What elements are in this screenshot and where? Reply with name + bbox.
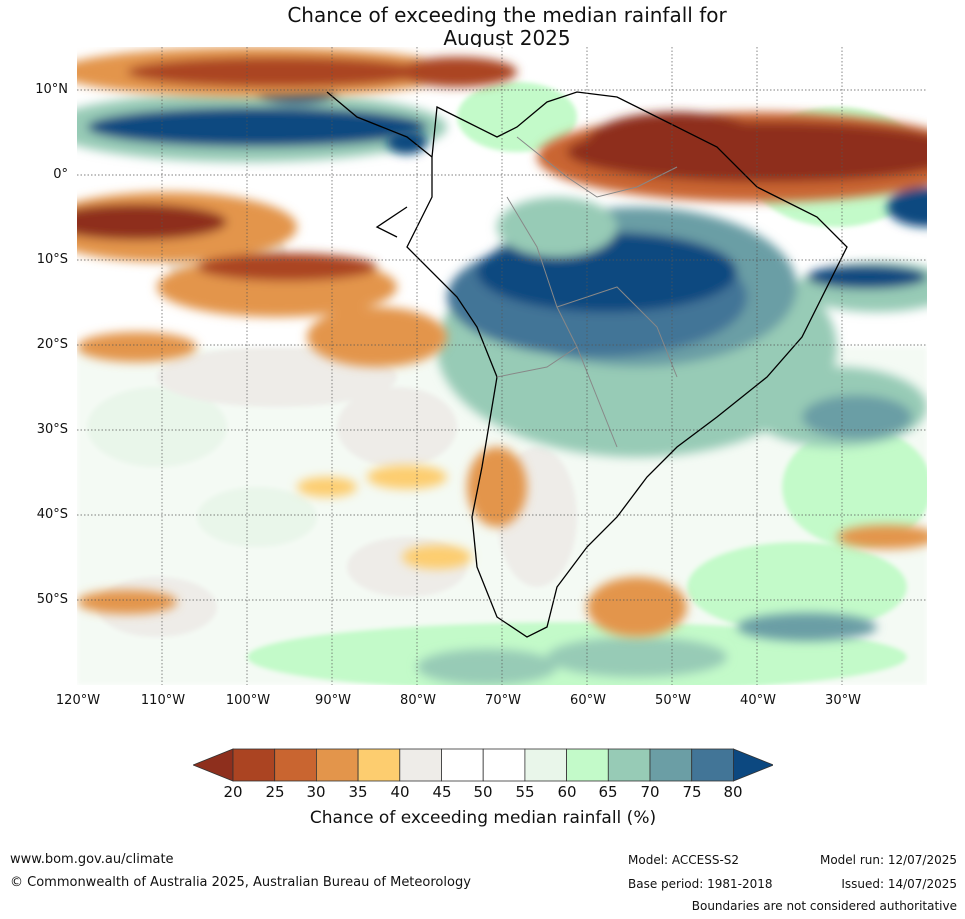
lon-tick-80w: 80°W xyxy=(400,693,436,708)
colorbar-cell xyxy=(649,748,693,782)
colorbar-arrow-high xyxy=(733,748,773,782)
colorbar-label-45: 45 xyxy=(432,783,452,801)
colorbar xyxy=(193,748,773,782)
colorbar-label-30: 30 xyxy=(306,783,326,801)
colorbar-label-80: 80 xyxy=(723,783,743,801)
colorbar-cell xyxy=(482,748,526,782)
colorbar-cell xyxy=(607,748,651,782)
colorbar-label-40: 40 xyxy=(390,783,410,801)
graticule xyxy=(77,47,927,685)
rainfall-field-dry xyxy=(77,47,927,637)
footer-model-run: Model run: 12/07/2025 xyxy=(819,853,957,867)
colorbar-cell xyxy=(524,748,567,782)
colorbar-cell xyxy=(232,748,276,782)
map-title: Chance of exceeding the median rainfall … xyxy=(0,4,965,50)
colorbar-label-75: 75 xyxy=(682,783,702,801)
lat-tick-10s: 10°S xyxy=(36,252,68,267)
colorbar-cell xyxy=(399,748,442,782)
colorbar-cell xyxy=(691,748,734,782)
map-canvas xyxy=(77,47,927,685)
lon-tick-40w: 40°W xyxy=(740,693,776,708)
lat-tick-30s: 30°S xyxy=(36,422,68,437)
colorbar-label-35: 35 xyxy=(348,783,368,801)
colorbar-label-20: 20 xyxy=(223,783,243,801)
colorbar-label-65: 65 xyxy=(598,783,618,801)
lon-tick-100w: 100°W xyxy=(225,693,271,708)
colorbar-label-25: 25 xyxy=(265,783,285,801)
lon-tick-120w: 120°W xyxy=(55,693,101,708)
colorbar-cell xyxy=(441,748,484,782)
colorbar-label-70: 70 xyxy=(640,783,660,801)
lon-tick-60w: 60°W xyxy=(570,693,606,708)
lat-tick-20s: 20°S xyxy=(36,337,68,352)
lon-tick-90w: 90°W xyxy=(315,693,351,708)
footer-copyright: © Commonwealth of Australia 2025, Austra… xyxy=(10,875,471,890)
lat-tick-0: 0° xyxy=(53,167,68,182)
colorbar-arrow-low xyxy=(193,748,234,782)
rainfall-field-wet xyxy=(77,80,927,685)
colorbar-label-60: 60 xyxy=(557,783,577,801)
lat-tick-50s: 50°S xyxy=(36,592,68,607)
footer-disclaimer: Boundaries are not considered authoritat… xyxy=(691,899,957,913)
colorbar-cell xyxy=(316,748,359,782)
colorbar-cell xyxy=(566,748,609,782)
colorbar-label-55: 55 xyxy=(515,783,535,801)
footer-base-period: Base period: 1981-2018 xyxy=(628,877,773,891)
coastline xyxy=(326,91,848,638)
rainfall-map xyxy=(77,47,927,685)
colorbar-cell xyxy=(357,748,401,782)
colorbar-cell xyxy=(274,748,317,782)
footer-issued: Issued: 14/07/2025 xyxy=(841,877,957,891)
lon-tick-70w: 70°W xyxy=(485,693,521,708)
lat-tick-40s: 40°S xyxy=(36,507,68,522)
lon-tick-110w: 110°W xyxy=(140,693,186,708)
colorbar-label-50: 50 xyxy=(473,783,493,801)
lat-tick-10n: 10°N xyxy=(35,82,68,97)
title-line-1: Chance of exceeding the median rainfall … xyxy=(287,3,727,27)
footer-model: Model: ACCESS-S2 xyxy=(628,853,740,867)
lon-tick-50w: 50°W xyxy=(655,693,691,708)
title-line-2: August 2025 xyxy=(443,26,571,50)
lon-tick-30w: 30°W xyxy=(825,693,861,708)
footer-website: www.bom.gov.au/climate xyxy=(10,852,174,867)
colorbar-title: Chance of exceeding median rainfall (%) xyxy=(309,808,657,828)
